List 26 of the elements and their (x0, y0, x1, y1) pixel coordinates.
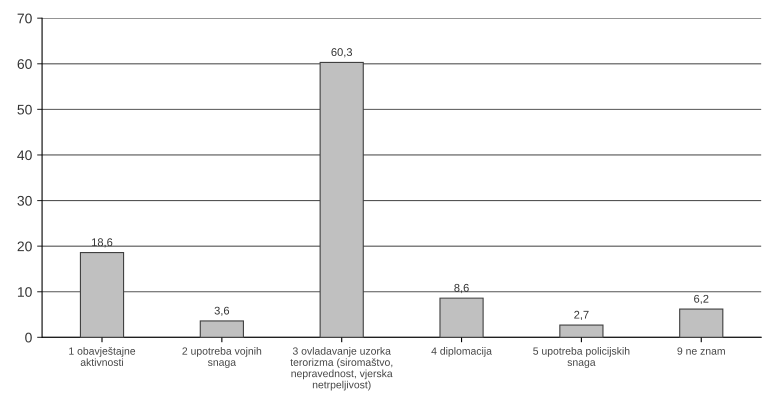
bar (439, 298, 484, 338)
bar (320, 62, 364, 338)
x-tick-label: 1 obavještajne aktivnosti (69, 347, 136, 366)
x-tick-label: 2 upotreba vojnih snaga (182, 347, 262, 368)
bar (80, 252, 124, 338)
data-label: 3,6 (214, 306, 230, 316)
y-tick-label: 70 (18, 14, 32, 24)
y-tick-label: 60 (18, 59, 32, 69)
data-label: 2,7 (574, 310, 589, 320)
y-tick-label: 40 (17, 150, 32, 160)
x-tick-label: 9 ne znam (677, 347, 725, 355)
bar (200, 320, 244, 338)
y-tick-label: 20 (18, 241, 32, 252)
y-tick-label: 0 (25, 332, 32, 343)
x-tick-label: 5 upotreba policijskih snaga (533, 347, 630, 368)
x-tick-label: 4 diplomacija (431, 347, 492, 357)
y-tick-label: 30 (17, 196, 32, 206)
y-tick-label: 10 (18, 287, 32, 297)
x-tick-label: 3 ovladavanje uzorka terorizma (siromaštvo, nepravednost, vjerska netrpeljivost) (290, 347, 393, 390)
data-label: 18,6 (92, 238, 112, 248)
data-label: 60,3 (331, 48, 352, 58)
y-tick-label: 50 (17, 104, 32, 115)
data-label: 8,6 (454, 284, 469, 294)
bar (679, 308, 724, 338)
data-label: 6,2 (694, 294, 708, 304)
bar (559, 324, 604, 338)
